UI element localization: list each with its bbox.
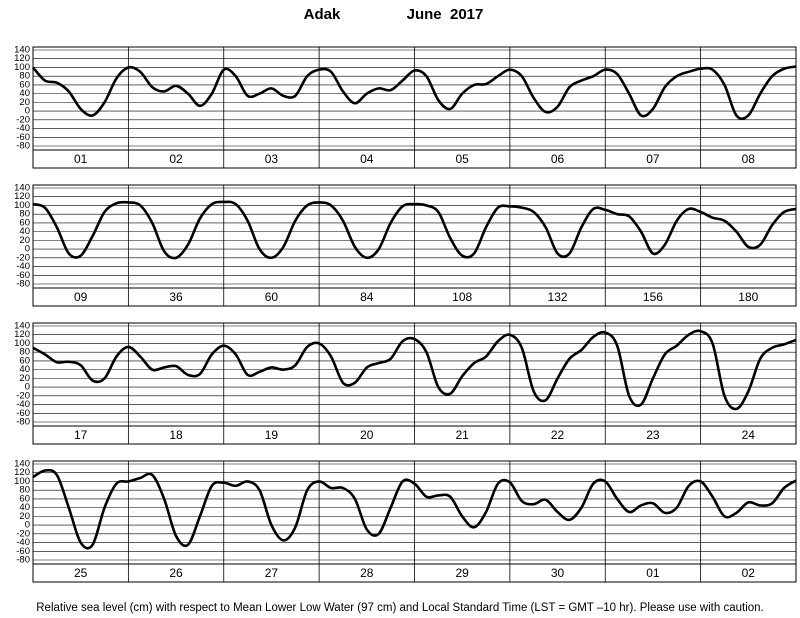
tide-line (32, 200, 797, 260)
x-tick-label: 84 (360, 290, 374, 304)
x-tick-label: 180 (738, 290, 758, 304)
x-tick-label: 01 (646, 566, 660, 580)
y-tick-label: 100 (14, 62, 30, 73)
x-tick-label: 17 (74, 428, 88, 442)
y-tick-label: 60 (19, 79, 30, 90)
panel-frame (32, 322, 797, 445)
y-tick-label: 100 (14, 338, 30, 349)
x-tick-label: 156 (643, 290, 663, 304)
x-tick-label: 25 (74, 566, 88, 580)
panel-frame (32, 46, 797, 169)
y-tick-label: -20 (16, 390, 30, 401)
y-tick-label: 100 (14, 476, 30, 487)
date-title: June 2017 (407, 6, 484, 23)
x-tick-label: 21 (456, 428, 470, 442)
tide-line (32, 65, 797, 121)
y-tick-label: 140 (14, 459, 30, 470)
y-tick-label: 80 (19, 485, 30, 496)
y-tick-label: 0 (25, 520, 30, 531)
x-tick-label: 05 (456, 152, 470, 166)
y-tick-label: 20 (19, 373, 30, 384)
y-tick-label: -80 (16, 141, 30, 152)
y-tick-label: 60 (19, 217, 30, 228)
y-tick-label: 140 (14, 321, 30, 332)
y-tick-label: 20 (19, 97, 30, 108)
x-tick-label: 02 (169, 152, 183, 166)
x-tick-label: 07 (646, 152, 660, 166)
y-tick-label: -60 (16, 132, 30, 143)
y-tick-label: 0 (25, 382, 30, 393)
y-tick-label: -80 (16, 279, 30, 290)
x-tick-label: 24 (742, 428, 756, 442)
x-tick-label: 20 (360, 428, 374, 442)
x-tick-label: 60 (265, 290, 279, 304)
station-title: Adak (304, 6, 341, 23)
y-tick-label: -80 (16, 555, 30, 566)
x-tick-label: 02 (742, 566, 756, 580)
y-tick-label: -60 (16, 270, 30, 281)
tide-line (32, 468, 797, 550)
y-tick-label: -20 (16, 252, 30, 263)
y-tick-label: 140 (14, 183, 30, 194)
y-tick-label: -80 (16, 417, 30, 428)
y-tick-label: 120 (14, 53, 30, 64)
x-tick-label: 01 (74, 152, 88, 166)
y-tick-label: -60 (16, 546, 30, 557)
x-tick-label: 28 (360, 566, 374, 580)
y-tick-label: 80 (19, 209, 30, 220)
footnote: Relative sea level (cm) with respect to … (36, 602, 763, 614)
y-tick-label: 40 (19, 88, 30, 99)
y-tick-label: 40 (19, 364, 30, 375)
y-tick-label: -60 (16, 408, 30, 419)
y-tick-label: -40 (16, 399, 30, 410)
x-tick-label: 04 (360, 152, 374, 166)
y-tick-label: 120 (14, 329, 30, 340)
x-tick-label: 132 (548, 290, 568, 304)
y-tick-label: 0 (25, 244, 30, 255)
y-tick-label: 60 (19, 493, 30, 504)
tide-line (32, 329, 797, 411)
y-tick-label: -20 (16, 114, 30, 125)
y-tick-label: 100 (14, 200, 30, 211)
x-tick-label: 22 (551, 428, 565, 442)
y-tick-label: -40 (16, 537, 30, 548)
x-tick-label: 36 (169, 290, 183, 304)
x-tick-label: 06 (551, 152, 565, 166)
y-tick-label: 80 (19, 71, 30, 82)
x-tick-label: 108 (452, 290, 472, 304)
x-tick-label: 30 (551, 566, 565, 580)
y-tick-label: 140 (14, 45, 30, 56)
y-tick-label: 40 (19, 502, 30, 513)
x-tick-label: 26 (169, 566, 183, 580)
panel-frame (32, 460, 797, 583)
x-tick-label: 09 (74, 290, 88, 304)
x-tick-label: 23 (646, 428, 660, 442)
y-tick-label: 40 (19, 226, 30, 237)
y-tick-label: -40 (16, 261, 30, 272)
y-tick-label: 120 (14, 467, 30, 478)
y-tick-label: 120 (14, 191, 30, 202)
y-tick-label: 20 (19, 511, 30, 522)
y-tick-label: -20 (16, 528, 30, 539)
x-tick-label: 08 (742, 152, 756, 166)
x-tick-label: 27 (265, 566, 279, 580)
y-tick-label: 0 (25, 106, 30, 117)
y-tick-label: 20 (19, 235, 30, 246)
x-tick-label: 29 (456, 566, 470, 580)
y-tick-label: 60 (19, 355, 30, 366)
y-tick-label: 80 (19, 347, 30, 358)
x-tick-label: 19 (265, 428, 279, 442)
x-tick-label: 18 (169, 428, 183, 442)
x-tick-label: 03 (265, 152, 279, 166)
panel-frame (32, 184, 797, 307)
y-tick-label: -40 (16, 123, 30, 134)
